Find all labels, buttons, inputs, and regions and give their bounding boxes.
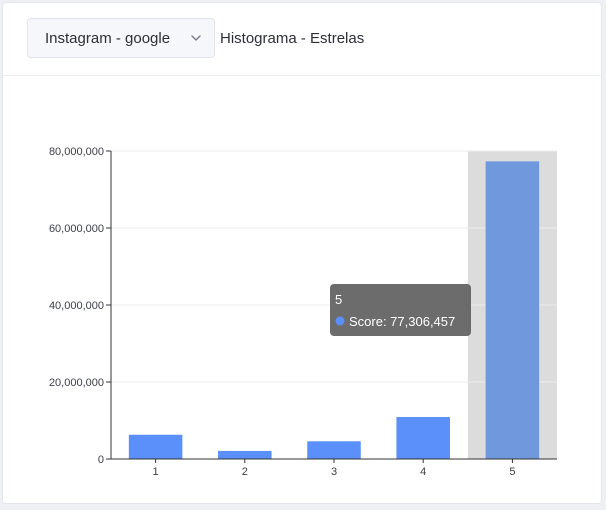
x-tick-label: 4	[420, 466, 426, 478]
x-tick-label: 1	[153, 466, 159, 478]
tooltip-series-dot	[335, 316, 345, 326]
chart-title: Histograma - Estrelas	[220, 30, 365, 47]
x-tick-label: 5	[509, 466, 515, 478]
y-tick-label: 60,000,000	[49, 223, 104, 235]
tooltip-series-value: Score: 77,306,457	[349, 314, 455, 329]
source-dropdown-value: Instagram - google	[45, 29, 171, 47]
y-tick-label: 80,000,000	[49, 146, 104, 158]
source-dropdown[interactable]: Instagram - google	[27, 18, 215, 58]
tooltip-box	[330, 284, 471, 336]
tooltip-category: 5	[335, 292, 342, 307]
x-tick-label: 3	[331, 466, 337, 478]
y-tick-label: 20,000,000	[49, 377, 104, 389]
bar-3[interactable]	[307, 441, 361, 459]
chevron-down-icon	[191, 35, 201, 41]
y-tick-label: 0	[98, 454, 104, 466]
bar-2[interactable]	[218, 450, 272, 459]
bar-5[interactable]	[485, 161, 540, 459]
x-tick-label: 2	[242, 466, 248, 478]
y-tick-label: 40,000,000	[49, 300, 104, 312]
bar-1[interactable]	[128, 434, 183, 459]
card-header: Instagram - google Histograma - Estrelas	[3, 3, 601, 76]
bar-4[interactable]	[396, 417, 450, 459]
